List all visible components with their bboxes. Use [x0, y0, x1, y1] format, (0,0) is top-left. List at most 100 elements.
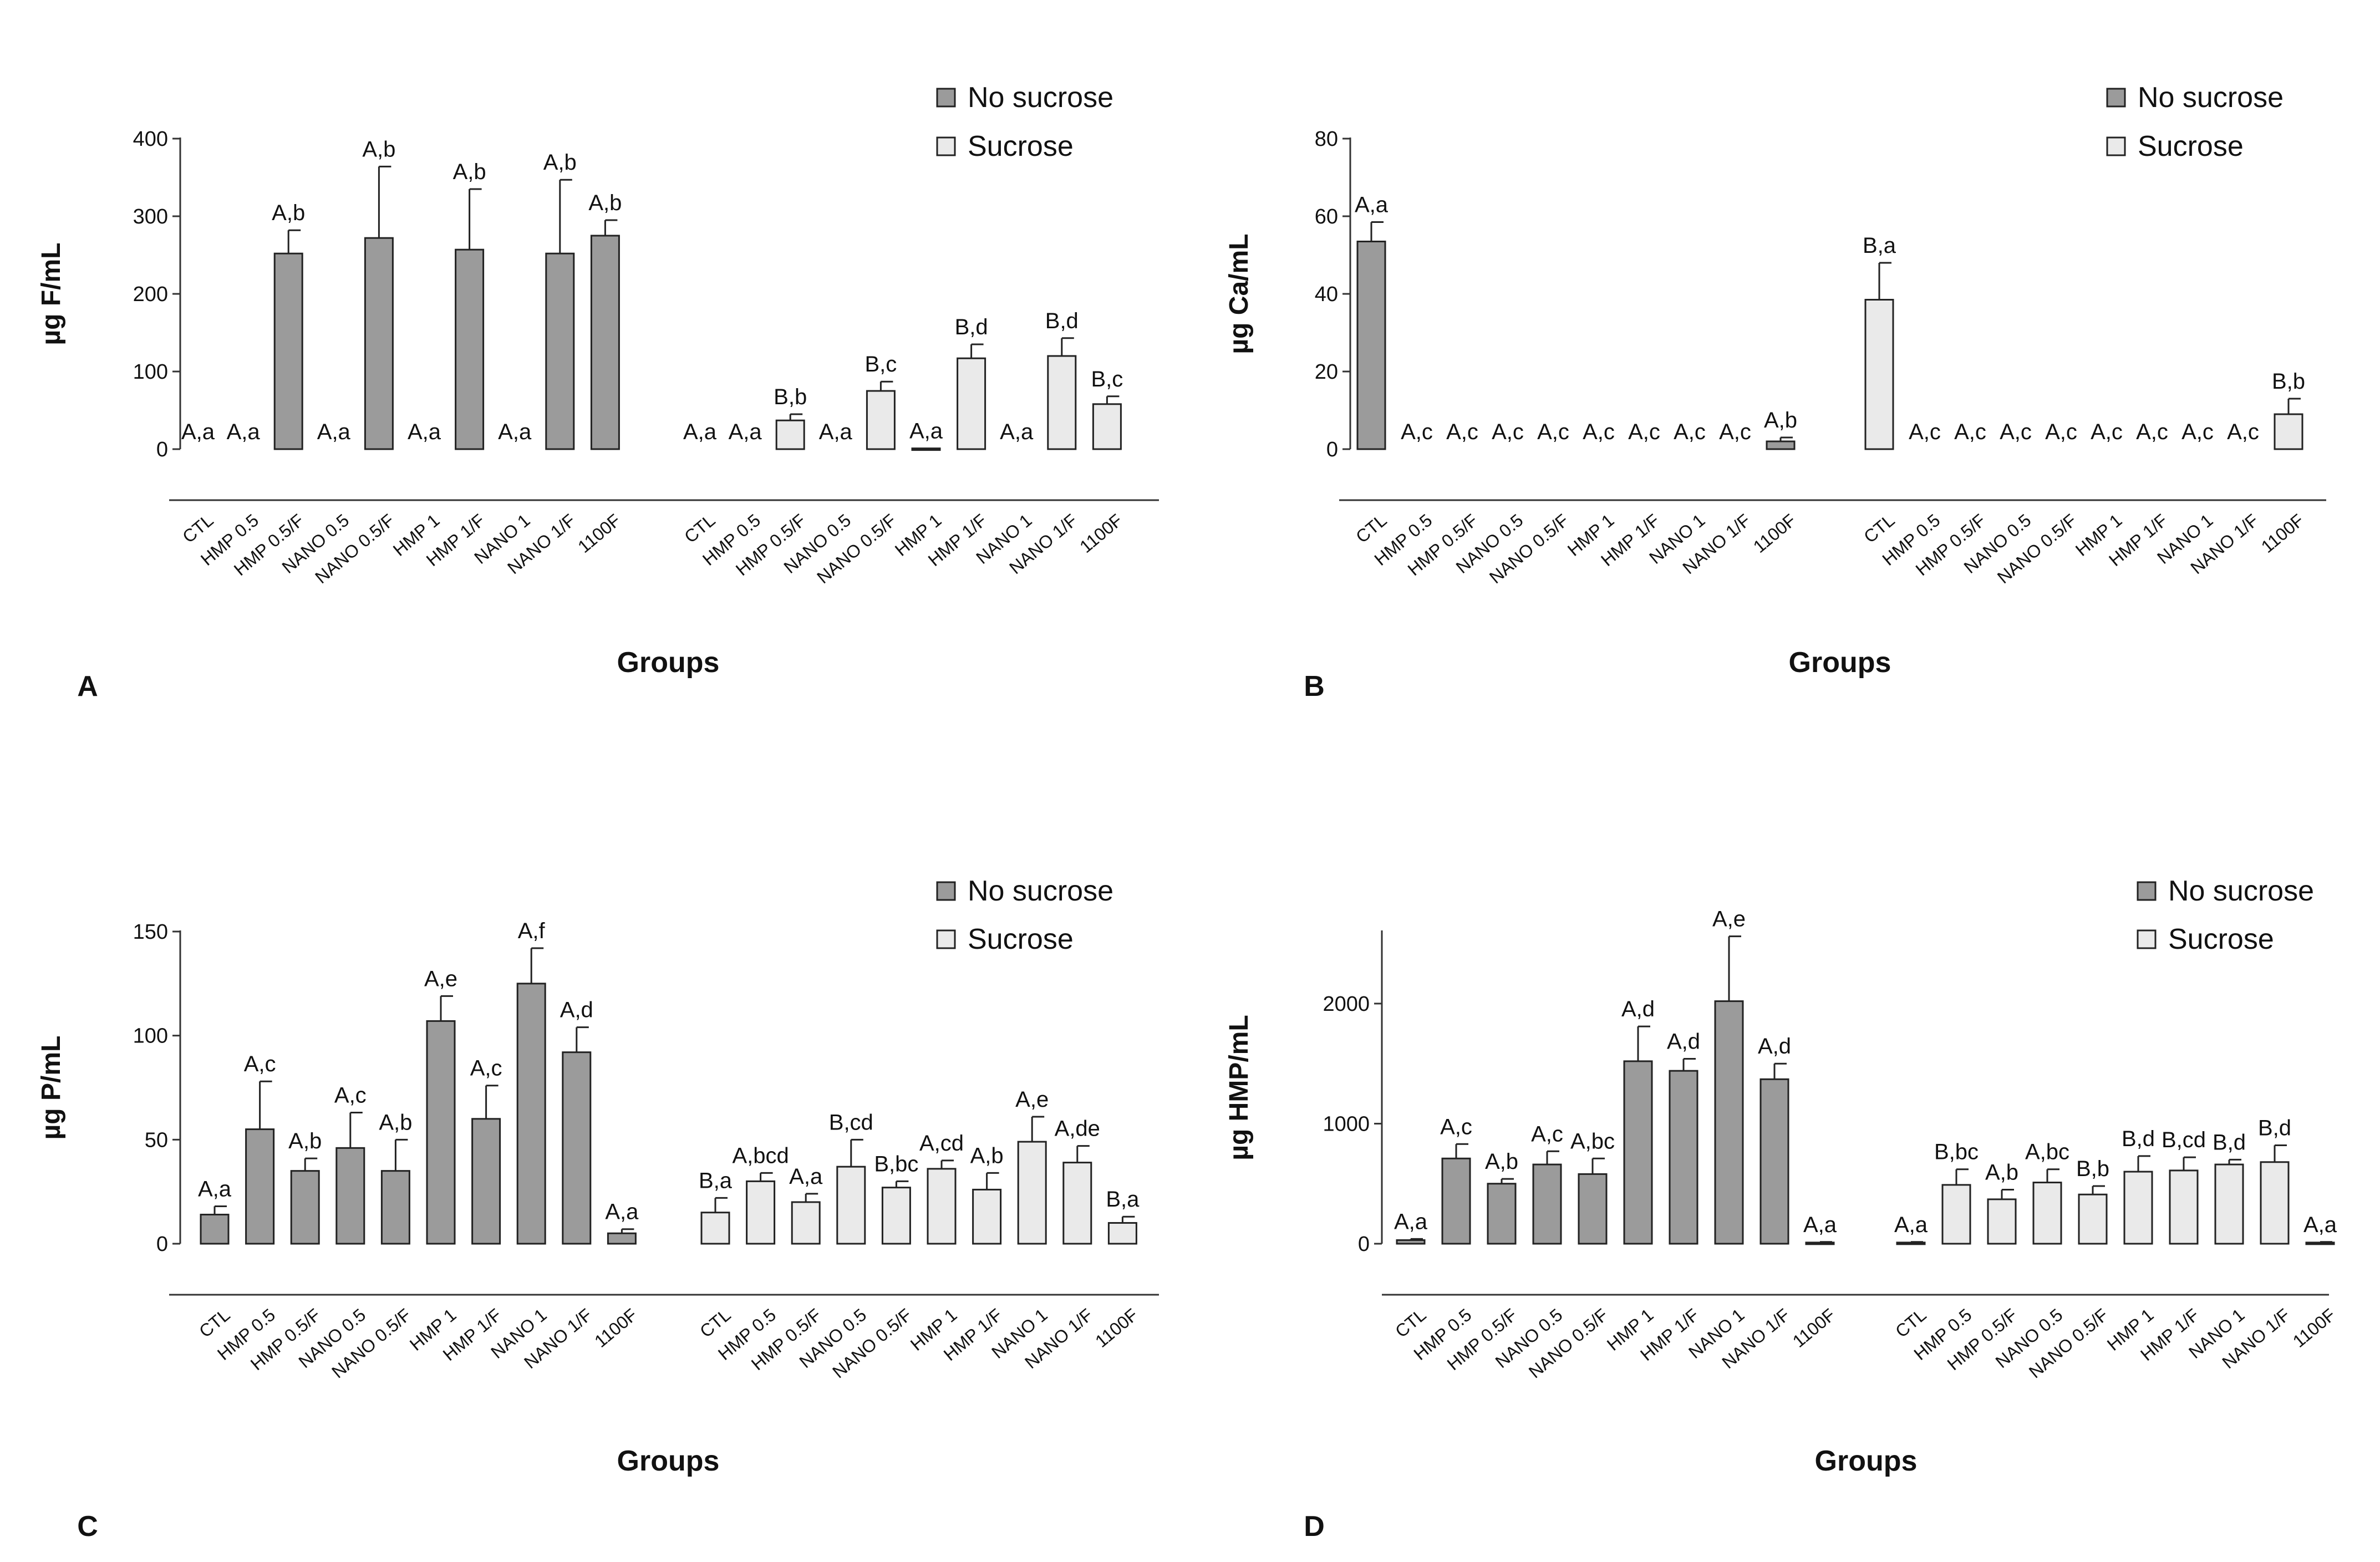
- data-label: A,a: [1894, 1213, 1928, 1237]
- bar-sucrose: [2260, 1161, 2290, 1245]
- data-label: A,a: [498, 420, 532, 444]
- data-label: A,b: [288, 1129, 322, 1153]
- x-tick-label: 1100F: [1076, 510, 1126, 557]
- bar-no-sucrose: [290, 1170, 320, 1245]
- y-tick-label: 40: [1315, 283, 1338, 306]
- y-tick-label: 0: [1326, 438, 1338, 461]
- y-tick-label: 0: [1358, 1233, 1370, 1256]
- y-axis-title: µg F/mL: [37, 243, 66, 345]
- legend-no-sucrose-label: No sucrose: [2168, 875, 2314, 907]
- y-axis-title: µg Ca/mL: [1224, 233, 1254, 354]
- data-label: A,c: [1674, 420, 1706, 444]
- data-label: A,c: [1446, 420, 1478, 444]
- bar-no-sucrose: [364, 237, 394, 450]
- data-label: A,a: [1355, 193, 1389, 217]
- data-label: A,b: [543, 150, 577, 175]
- y-tick-label: 400: [133, 128, 168, 151]
- bar-no-sucrose: [1532, 1163, 1562, 1245]
- bar-no-sucrose: [1487, 1183, 1517, 1245]
- data-label: B,bc: [1934, 1140, 1979, 1164]
- bar-no-sucrose: [545, 252, 575, 450]
- x-tick-label: 1100F: [2289, 1305, 2340, 1351]
- bar-sucrose: [1941, 1184, 1971, 1245]
- data-label: A,b: [1764, 408, 1797, 433]
- data-label: A,c: [2045, 420, 2077, 444]
- x-tick-label: CTL: [1891, 1305, 1930, 1341]
- data-label: B,cd: [2162, 1128, 2206, 1152]
- data-label: B,d: [2122, 1127, 2155, 1151]
- x-tick-label: CTL: [1860, 510, 1898, 547]
- bar-sucrose: [1987, 1198, 2017, 1245]
- legend-sucrose-swatch: [936, 929, 956, 949]
- y-tick-label: 60: [1315, 205, 1338, 228]
- bar-sucrose: [1047, 355, 1077, 450]
- data-label: A,a: [729, 420, 762, 444]
- data-label: A,b: [362, 137, 395, 161]
- legend-no-sucrose-swatch: [2137, 881, 2157, 901]
- bar-no-sucrose: [1669, 1070, 1698, 1245]
- data-label: A,de: [1055, 1117, 1100, 1141]
- x-tick-label: CTL: [195, 1305, 233, 1341]
- bar-no-sucrose: [380, 1170, 410, 1245]
- data-label: A,c: [334, 1083, 367, 1108]
- data-label: B,d: [955, 315, 988, 339]
- data-label: A,d: [1667, 1030, 1700, 1054]
- bar-sucrose: [700, 1212, 730, 1245]
- data-label: A,a: [408, 420, 441, 444]
- bar-no-sucrose: [1623, 1060, 1653, 1245]
- legend-sucrose-label: Sucrose: [968, 130, 1074, 162]
- bar-no-sucrose: [516, 983, 546, 1245]
- y-tick-label: 80: [1315, 128, 1338, 151]
- bar-no-sucrose: [245, 1128, 275, 1245]
- legend-no-sucrose-label: No sucrose: [968, 82, 1113, 114]
- y-tick-label: 0: [156, 438, 168, 461]
- data-label: B,cd: [829, 1110, 873, 1134]
- y-axis-title: µg HMP/mL: [1224, 1015, 1254, 1160]
- bar-sucrose: [2123, 1171, 2153, 1245]
- x-axis-title: Groups: [617, 647, 720, 679]
- bar-sucrose: [957, 357, 986, 450]
- bar-sucrose: [2214, 1163, 2244, 1245]
- bar-sucrose: [836, 1166, 866, 1245]
- data-label: A,a: [789, 1164, 823, 1189]
- data-label: A,e: [424, 966, 457, 991]
- x-tick-label: 1100F: [1789, 1305, 1839, 1351]
- data-label: A,e: [1015, 1087, 1049, 1112]
- bar-no-sucrose: [471, 1118, 501, 1245]
- data-label: A,d: [1621, 997, 1655, 1021]
- data-label: A,c: [2227, 420, 2259, 444]
- data-label: A,c: [470, 1056, 502, 1081]
- data-label: A,d: [560, 998, 593, 1022]
- bar-sucrose: [791, 1201, 821, 1245]
- legend-sucrose-label: Sucrose: [968, 923, 1074, 955]
- bar-sucrose: [775, 419, 805, 450]
- y-axis-title: µg P/mL: [37, 1036, 66, 1140]
- bar-sucrose: [1107, 1222, 1137, 1245]
- legend-no-sucrose-swatch: [936, 881, 956, 901]
- legend-no-sucrose-label: No sucrose: [968, 875, 1113, 907]
- bar-no-sucrose: [273, 252, 303, 450]
- bar-sucrose: [911, 447, 941, 451]
- data-label: A,a: [819, 420, 853, 444]
- data-label: B,a: [699, 1168, 733, 1193]
- data-label: A,b: [453, 160, 486, 184]
- data-label: B,d: [2213, 1130, 2246, 1154]
- bar-sucrose: [1092, 403, 1122, 450]
- data-label: A,d: [1758, 1034, 1791, 1059]
- data-label: A,c: [1583, 420, 1615, 444]
- data-label: B,a: [1106, 1187, 1140, 1212]
- bar-no-sucrose: [1759, 1078, 1789, 1245]
- x-tick-label: 1100F: [591, 1305, 641, 1351]
- data-label: A,c: [1719, 420, 1751, 444]
- panel-letter: A: [77, 670, 98, 703]
- data-label: A,bcd: [732, 1143, 789, 1168]
- legend-sucrose-label: Sucrose: [2138, 130, 2244, 162]
- data-label: A,a: [227, 420, 261, 444]
- data-label: B,b: [2076, 1157, 2109, 1181]
- bar-sucrose: [866, 390, 896, 450]
- data-label: A,e: [1712, 907, 1746, 932]
